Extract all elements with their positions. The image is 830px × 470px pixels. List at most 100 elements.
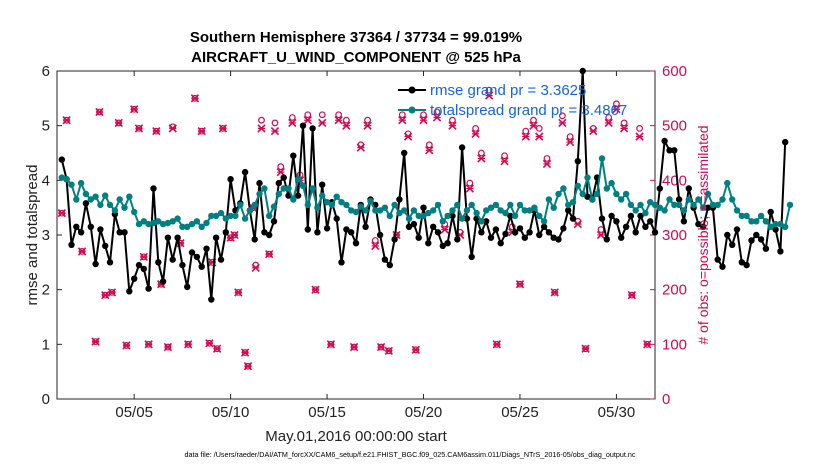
rmse-point	[565, 207, 572, 214]
rmse-point	[627, 212, 635, 220]
totalspread-point	[772, 220, 779, 228]
rmse-point	[116, 229, 123, 236]
obs-assimilated-point	[471, 129, 480, 139]
x-tick-label: 05/05	[115, 404, 153, 421]
obs-assimilated-point	[240, 348, 250, 357]
data-file-footnote: data file: /Users/raeder/DAI/ATM_forcXX/…	[185, 450, 636, 459]
obs-possible-point	[530, 116, 537, 124]
rmse-point	[241, 168, 249, 176]
totalspread-point	[352, 208, 360, 216]
totalspread-point	[184, 223, 191, 230]
obs-assimilated-point	[101, 290, 110, 300]
obs-assimilated-point	[144, 340, 153, 349]
rmse-point	[164, 234, 172, 241]
rmse-point	[613, 218, 620, 225]
totalspread-point	[376, 207, 384, 214]
totalspread-point	[598, 155, 606, 162]
totalspread-point	[579, 190, 586, 198]
obs-assimilated-point	[529, 121, 538, 130]
totalspread-point	[497, 207, 504, 214]
obs-assimilated-point	[492, 340, 501, 349]
obs-assimilated-point	[542, 159, 552, 169]
rmse-point	[666, 147, 673, 154]
totalspread-point	[700, 204, 707, 211]
obs-assimilated-point	[318, 118, 327, 128]
obs-assimilated-point	[243, 362, 253, 371]
obs-assimilated-point	[612, 105, 621, 114]
totalspread-point	[685, 196, 692, 203]
totalspread-point	[782, 223, 789, 230]
totalspread-point	[386, 212, 393, 220]
legend-spread-marker	[408, 106, 416, 114]
obs-assimilated-point	[288, 118, 297, 128]
rmse-point	[430, 223, 437, 230]
rmse-point	[58, 156, 65, 163]
rmse-point	[454, 236, 461, 243]
totalspread-point	[212, 212, 220, 220]
obs-assimilated-point	[440, 225, 449, 234]
rmse-point	[333, 215, 340, 222]
totalspread-point	[174, 215, 181, 222]
totalspread-point	[309, 185, 316, 192]
rmse-point	[299, 122, 307, 129]
totalspread-point	[589, 196, 596, 203]
obs-possible-point	[398, 111, 406, 119]
obs-assimilated-point	[635, 132, 644, 141]
totalspread-point	[444, 212, 451, 220]
y-tick-label: 3	[42, 227, 50, 244]
totalspread-point	[140, 218, 147, 225]
totalspread-point	[565, 201, 572, 209]
totalspread-point	[593, 190, 601, 198]
rmse-point	[584, 193, 591, 200]
obs-assimilated-point	[122, 341, 131, 350]
rmse-point	[439, 242, 446, 250]
obs-assimilated-point	[515, 280, 525, 289]
totalspread-point	[415, 212, 422, 220]
rmse-point	[603, 236, 610, 243]
totalspread-point	[729, 196, 736, 203]
rmse-point	[376, 231, 384, 239]
totalspread-point	[584, 174, 591, 181]
totalspread-point	[434, 201, 442, 209]
y2-tick-label: 400	[662, 172, 687, 189]
obs-possible-point	[318, 111, 326, 119]
obs-assimilated-point	[91, 337, 100, 346]
totalspread-point	[405, 215, 413, 222]
rmse-point	[169, 256, 176, 263]
rmse-point	[174, 234, 181, 241]
series-lines-layer	[58, 67, 794, 303]
rmse-point	[536, 231, 543, 239]
totalspread-point	[169, 218, 176, 225]
totalspread-point	[560, 185, 567, 192]
totalspread-point	[430, 207, 437, 214]
totalspread-point	[622, 190, 630, 198]
totalspread-point	[97, 201, 104, 209]
y2-tick-label: 600	[662, 63, 687, 80]
totalspread-point	[270, 203, 278, 210]
rmse-point	[343, 226, 350, 233]
obs-assimilated-point	[251, 263, 260, 272]
rmse-point	[444, 240, 451, 247]
y-axis-right: 0 100 200 300 400 500 600	[650, 63, 687, 408]
obs-assimilated-point	[535, 132, 544, 141]
rmse-point	[73, 223, 80, 230]
obs-assimilated-point	[356, 143, 365, 152]
rmse-point	[569, 215, 577, 222]
obs-assimilated-point	[448, 121, 457, 130]
rmse-point	[410, 220, 418, 228]
rmse-point	[574, 158, 581, 165]
obs-possible-point	[620, 119, 628, 127]
rmse-point	[131, 275, 138, 282]
totalspread-point	[709, 201, 717, 209]
totalspread-point	[516, 201, 524, 209]
totalspread-point	[357, 203, 364, 210]
totalspread-point	[454, 201, 461, 209]
obs-possible-point	[466, 179, 474, 187]
rmse-point	[270, 218, 278, 225]
rmse-point	[309, 125, 316, 132]
totalspread-point	[285, 185, 292, 192]
totalspread-point	[381, 204, 389, 211]
rmse-point	[188, 249, 196, 256]
obs-assimilated-point	[419, 116, 428, 125]
rmse-point	[126, 288, 133, 295]
